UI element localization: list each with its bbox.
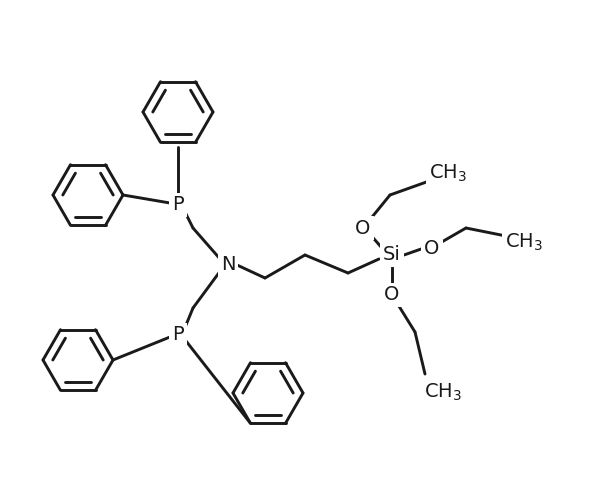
Text: O: O bbox=[384, 286, 400, 304]
Text: N: N bbox=[221, 256, 235, 274]
Text: O: O bbox=[424, 238, 440, 258]
Text: P: P bbox=[172, 326, 184, 344]
Text: CH$_3$: CH$_3$ bbox=[429, 162, 467, 184]
Text: Si: Si bbox=[383, 246, 401, 264]
Text: CH$_3$: CH$_3$ bbox=[424, 382, 462, 402]
Text: P: P bbox=[172, 196, 184, 214]
Text: O: O bbox=[355, 218, 371, 238]
Text: CH$_3$: CH$_3$ bbox=[505, 232, 543, 252]
